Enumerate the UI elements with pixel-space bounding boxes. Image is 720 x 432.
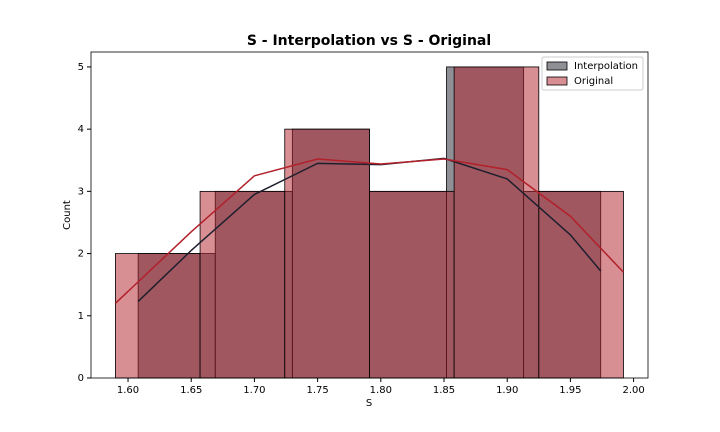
y-tick-label: 3 [78,186,84,197]
legend-swatch [546,61,568,71]
y-axis-label: Count [62,200,73,230]
y-tick-label: 0 [78,373,84,384]
bar [538,190,624,379]
chart-title: S - Interpolation vs S - Original [247,33,491,49]
legend-label: Original [574,76,613,87]
y-tick-label: 1 [78,311,84,322]
bar [453,66,540,379]
bar [114,253,201,379]
x-tick-label: 2.00 [622,385,644,396]
x-axis-label: S [366,398,372,409]
x-tick-label: 1.65 [180,385,202,396]
legend-label: Interpolation [574,61,638,72]
x-tick-label: 1.70 [243,385,265,396]
kde-line [114,158,625,304]
legend-swatch [546,76,568,86]
y-tick-label: 5 [78,62,84,73]
x-tick-label: 1.95 [559,385,581,396]
bar [199,190,286,379]
y-tick-label: 4 [78,124,84,135]
x-tick-label: 1.80 [370,385,392,396]
plot-frame [90,51,649,379]
x-tick-label: 1.90 [496,385,518,396]
bar [284,128,370,379]
x-tick-label: 1.85 [433,385,455,396]
y-tick-label: 2 [78,249,84,260]
x-tick-label: 1.60 [117,385,139,396]
bar [369,190,455,379]
x-tick-label: 1.75 [306,385,328,396]
